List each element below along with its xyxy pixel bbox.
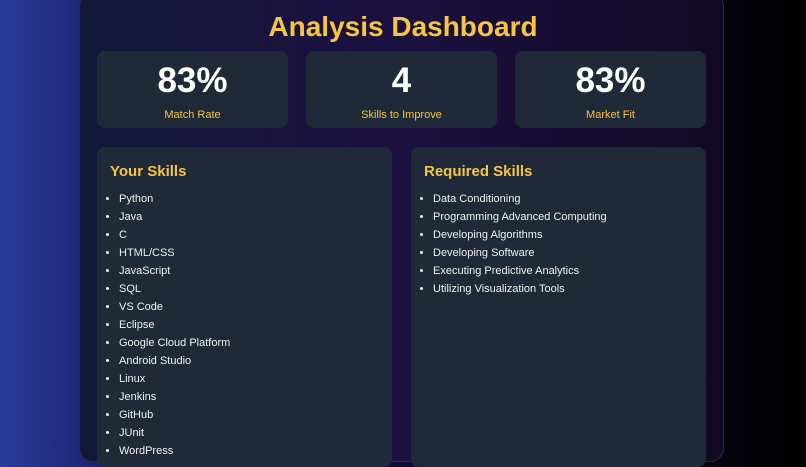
title: Analysis Dashboard (268, 11, 538, 42)
stat-card: 83% Match Rate (97, 51, 288, 128)
skill-item: Eclipse (119, 316, 392, 334)
skill-item: Programming Advanced Computing (433, 208, 706, 226)
section-title: Required Skills (424, 163, 533, 180)
skill-item: JUnit (119, 424, 392, 442)
stat-label: Market Fit (586, 109, 635, 121)
stat-card: 4 Skills to Improve (306, 51, 497, 128)
stat-label: Skills to Improve (361, 109, 442, 121)
stat-value: 4 (391, 61, 412, 100)
skill-item: Linux (119, 370, 392, 388)
stat-value: 83% (157, 61, 228, 100)
skill-item: SQL (119, 280, 392, 298)
skill-item: Developing Algorithms (433, 226, 706, 244)
skill-item: Android Studio (119, 352, 392, 370)
skill-list: PythonJavaCHTML/CSSJavaScriptSQLVS CodeE… (97, 190, 392, 460)
skill-item: Google Cloud Platform (119, 334, 392, 352)
skill-item: WordPress (119, 442, 392, 460)
skill-item: JavaScript (119, 262, 392, 280)
required-skills-box: Required Skills Data ConditioningProgram… (411, 147, 706, 467)
skill-list: Data ConditioningProgramming Advanced Co… (411, 190, 706, 298)
skill-item: VS Code (119, 298, 392, 316)
skill-item: Jenkins (119, 388, 392, 406)
stat-value: 83% (575, 61, 646, 100)
skill-item: Developing Software (433, 244, 706, 262)
skill-item: C (119, 226, 392, 244)
page: {"header": {"title": "Analysis Dashboard… (0, 0, 806, 447)
skill-item: HTML/CSS (119, 244, 392, 262)
skill-item: Data Conditioning (433, 190, 706, 208)
section-title: Your Skills (110, 163, 187, 180)
stat-label: Match Rate (164, 109, 221, 121)
skill-item: Java (119, 208, 392, 226)
skill-item: GitHub (119, 406, 392, 424)
skill-item: Utilizing Visualization Tools (433, 280, 706, 298)
your-skills-box: Your Skills PythonJavaCHTML/CSSJavaScrip… (97, 147, 392, 467)
skill-item: Python (119, 190, 392, 208)
stat-card: 83% Market Fit (515, 51, 706, 128)
skill-item: Executing Predictive Analytics (433, 262, 706, 280)
